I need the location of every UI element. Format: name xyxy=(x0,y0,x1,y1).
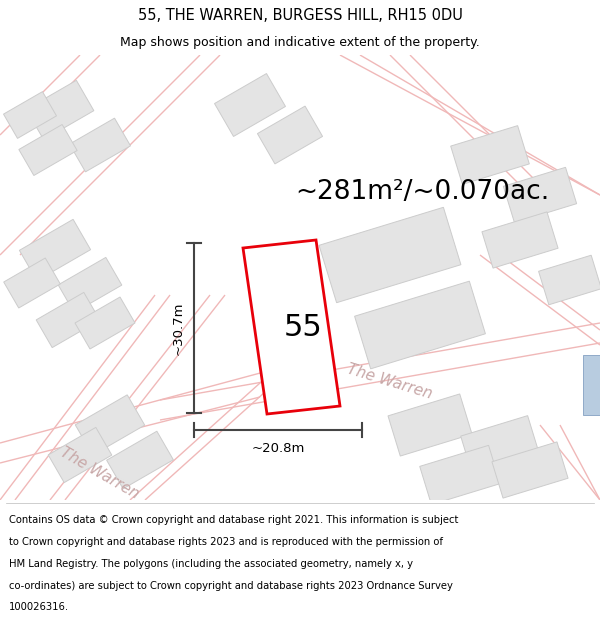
Polygon shape xyxy=(503,168,577,222)
Polygon shape xyxy=(36,292,100,348)
Polygon shape xyxy=(26,81,94,139)
Text: 55, THE WARREN, BURGESS HILL, RH15 0DU: 55, THE WARREN, BURGESS HILL, RH15 0DU xyxy=(137,8,463,23)
Polygon shape xyxy=(75,297,135,349)
Polygon shape xyxy=(4,258,60,308)
Text: Map shows position and indicative extent of the property.: Map shows position and indicative extent… xyxy=(120,36,480,49)
Polygon shape xyxy=(583,355,600,415)
Text: co-ordinates) are subject to Crown copyright and database rights 2023 Ordnance S: co-ordinates) are subject to Crown copyr… xyxy=(9,581,453,591)
Text: Contains OS data © Crown copyright and database right 2021. This information is : Contains OS data © Crown copyright and d… xyxy=(9,515,458,525)
Text: 55: 55 xyxy=(284,312,322,341)
Polygon shape xyxy=(107,431,173,489)
Polygon shape xyxy=(75,395,145,455)
Polygon shape xyxy=(215,74,286,136)
Text: to Crown copyright and database rights 2023 and is reproduced with the permissio: to Crown copyright and database rights 2… xyxy=(9,537,443,547)
Text: 100026316.: 100026316. xyxy=(9,602,69,612)
Polygon shape xyxy=(420,446,500,504)
Polygon shape xyxy=(451,126,529,184)
Polygon shape xyxy=(19,124,77,176)
Polygon shape xyxy=(492,442,568,498)
Text: ~281m²/~0.070ac.: ~281m²/~0.070ac. xyxy=(295,179,549,205)
Text: The Warren: The Warren xyxy=(58,444,142,502)
Polygon shape xyxy=(70,118,131,172)
Polygon shape xyxy=(482,212,558,268)
Polygon shape xyxy=(461,416,539,474)
Text: ~30.7m: ~30.7m xyxy=(172,301,185,355)
Text: HM Land Registry. The polygons (including the associated geometry, namely x, y: HM Land Registry. The polygons (includin… xyxy=(9,559,413,569)
Polygon shape xyxy=(19,219,91,281)
Text: The Warren: The Warren xyxy=(346,362,434,402)
Polygon shape xyxy=(58,258,122,312)
Polygon shape xyxy=(4,92,56,138)
Polygon shape xyxy=(388,394,472,456)
Polygon shape xyxy=(257,106,323,164)
Text: ~20.8m: ~20.8m xyxy=(251,441,305,454)
Polygon shape xyxy=(48,428,112,483)
Polygon shape xyxy=(355,281,485,369)
Polygon shape xyxy=(539,255,600,305)
Polygon shape xyxy=(319,208,461,302)
Polygon shape xyxy=(243,240,340,414)
